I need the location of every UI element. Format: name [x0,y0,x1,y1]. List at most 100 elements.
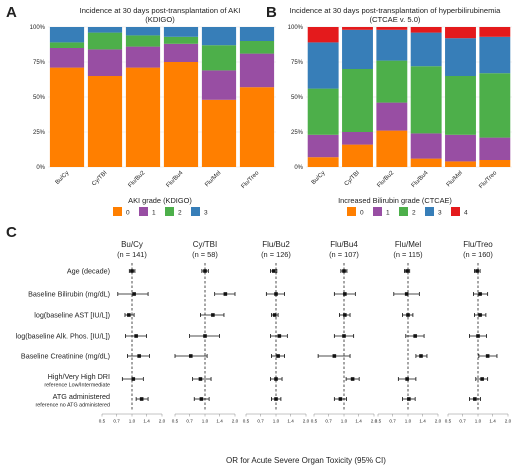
forest-point-estimate [350,377,355,381]
forest-point-estimate [277,334,282,338]
forest-x-tick-label: 1.4 [143,419,150,424]
panel-b-bar-flu-mel-grade-4 [445,27,476,39]
forest-x-tick-label: 0.7 [459,419,466,424]
forest-group-name: Bu/Cy [121,240,143,249]
forest-point-estimate [127,313,131,317]
panel-b-x-tick-label: Bu/Cy [311,170,327,186]
forest-point-estimate [272,313,277,317]
forest-point-estimate [343,313,347,317]
panel-c-letter: C [6,224,17,241]
forest-point-estimate [478,292,482,296]
forest-point-estimate [134,334,138,338]
forest-x-tick-label: 2.0 [371,419,378,424]
forest-x-tick-label: 0.5 [243,419,250,424]
panel-b-bar-flu-treo-grade-1 [479,137,511,160]
forest-x-tick-label: 2.0 [232,419,239,424]
forest-x-tick-label: 0.5 [172,419,179,424]
forest-x-tick-label: 1.4 [216,419,223,424]
panel-b-bar-cy-tbi-grade-1 [342,132,373,145]
panel-a-bar-bu-cy-grade-3 [49,27,85,43]
panel-b-bar-bu-cy-grade-3 [307,42,339,89]
forest-point-estimate [203,269,207,273]
panel-a-bar-flu-mel-grade-3 [201,27,237,46]
forest-point-estimate [211,313,215,317]
panel-b-bar-flu-treo-grade-4 [479,27,511,37]
forest-x-tick-label: 1.0 [341,419,348,424]
panel-a-y-tick-label: 50% [33,95,46,101]
panel-a-legend-label-3: 3 [204,210,208,217]
panel-a-legend-label-0: 0 [126,210,130,217]
panel-b-legend-title: Increased Bilirubin grade (CTCAE) [338,196,452,205]
panel-b-y-tick-label: 50% [291,95,304,101]
panel-a-bar-flu-bu2-grade-3 [125,27,161,36]
forest-row-label: ATG administered [53,392,110,401]
forest-row-label: Baseline Bilirubin (mg/dL) [28,290,110,299]
panel-a-bar-cy-tbi-grade-2 [87,32,123,50]
forest-x-tick-label: 2.0 [159,419,166,424]
panel-a-letter: A [6,4,17,21]
panel-b-bar-bu-cy-grade-0 [307,157,339,167]
panel-b-legend-swatch-2 [399,207,408,216]
forest-x-tick-label: 0.5 [99,419,106,424]
panel-a-bar-cy-tbi-grade-1 [87,49,123,76]
panel-b-legend-swatch-3 [425,207,434,216]
forest-x-tick-label: 2.0 [303,419,310,424]
forest-x-tick-label: 2.0 [505,419,512,424]
panel-b-bar-bu-cy-grade-4 [307,27,339,43]
panel-b-letter: B [266,4,277,21]
panel-b-bar-flu-bu4-grade-2 [410,66,442,134]
panel-a-bar-cy-tbi-grade-3 [87,27,123,33]
panel-a-title-line-1: Incidence at 30 days post-transplantatio… [80,6,241,15]
forest-point-estimate [199,397,204,401]
forest-point-estimate [188,354,193,358]
panel-a-bar-flu-treo-grade-3 [239,27,275,41]
panel-a-bar-cy-tbi-grade-0 [87,76,123,167]
forest-x-tick-label: 0.7 [257,419,264,424]
forest-group-name: Flu/Treo [463,240,493,249]
panel-a-x-tick-label: Flu/Bu2 [128,170,147,189]
forest-point-estimate [338,397,343,401]
panel-b-bar-flu-bu2-grade-2 [376,60,408,103]
panel-a-title-line-2: (KDIGO) [145,15,175,24]
panel-b-bar-flu-bu2-grade-3 [376,29,408,61]
forest-row-sublabel: reference Low/Intermediate [44,383,110,389]
forest-x-tick-label: 1.0 [273,419,280,424]
forest-group-name: Flu/Mel [395,240,421,249]
panel-b-bar-cy-tbi-grade-3 [342,29,373,69]
forest-x-tick-label: 0.7 [325,419,332,424]
panel-a-bar-flu-bu2-grade-2 [125,35,161,47]
panel-b-y-tick-label: 75% [291,60,304,66]
panel-a-bar-flu-bu4-grade-3 [163,27,199,37]
forest-point-estimate [342,269,346,273]
panel-b-bar-flu-mel-grade-2 [445,76,476,135]
panel-b-x-tick-label: Flu/Treo [478,170,498,190]
forest-point-estimate [407,397,411,401]
forest-point-estimate [276,354,280,358]
forest-point-estimate [343,292,347,296]
forest-point-estimate [131,377,136,381]
forest-group-n: (n = 107) [329,250,359,259]
panel-b-y-tick-label: 100% [288,25,304,31]
panel-b-chart: 0% 25% 50% 75% 100% Bu/Cy Cy/TBI Flu/Bu2 Flu/Bu4… [288,25,512,217]
forest-point-estimate [271,269,276,273]
panel-a-legend-title: AKI grade (KDIGO) [128,196,192,205]
panel-a-bar-flu-bu4-grade-0 [163,62,199,167]
panel-b-bar-flu-mel-grade-3 [445,38,476,76]
forest-point-estimate [480,377,484,381]
panel-a-legend-swatch-1 [139,207,148,216]
panel-b-bar-flu-bu4-grade-4 [410,27,442,33]
panel-a-bar-flu-bu4-grade-2 [163,36,199,44]
forest-x-tick-label: 1.4 [489,419,496,424]
forest-x-tick-label: 1.4 [419,419,426,424]
forest-x-tick-label: 0.7 [389,419,396,424]
forest-point-estimate [413,334,417,338]
panel-a-bar-bu-cy-grade-1 [49,48,85,68]
panel-a-bar-flu-bu4-grade-1 [163,43,199,62]
forest-group-name: Cy/TBI [193,240,217,249]
forest-point-estimate [476,334,480,338]
forest-point-estimate [405,377,409,381]
panel-a-bar-flu-treo-grade-0 [239,87,275,167]
forest-group-name: Flu/Bu4 [330,240,358,249]
panel-a-x-tick-label: Flu/Treo [241,170,261,190]
panel-b-bar-flu-bu4-grade-3 [410,32,442,67]
